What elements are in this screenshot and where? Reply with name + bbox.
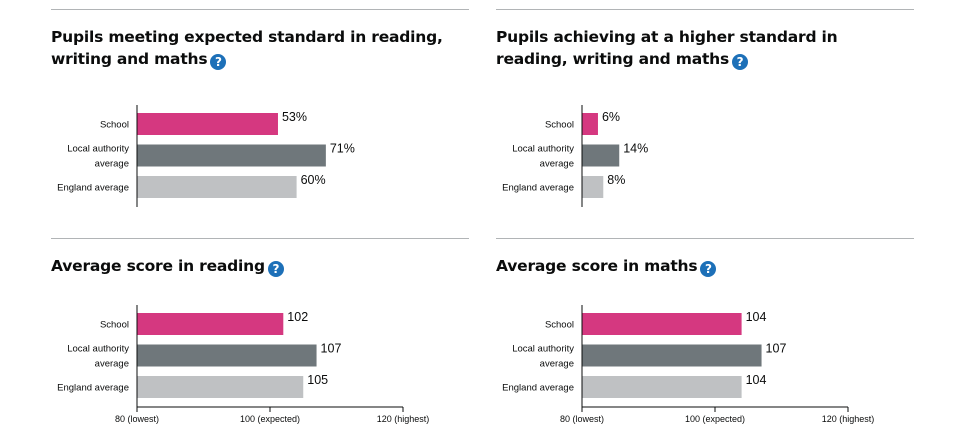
panel-expected-standard: Pupils meeting expected standard in read… bbox=[51, 9, 469, 209]
question-mark-icon[interactable]: ? bbox=[267, 261, 284, 277]
category-label-school: School bbox=[545, 120, 574, 131]
value-label-local-authority-average: 107 bbox=[321, 342, 342, 356]
panel-title: Pupils meeting expected standard in read… bbox=[51, 26, 461, 70]
x-tick-label: 100 (expected) bbox=[240, 414, 300, 424]
panel-divider bbox=[51, 9, 469, 10]
panel-title-text: Pupils meeting expected standard in read… bbox=[51, 28, 443, 68]
value-label-england-average: 105 bbox=[307, 373, 328, 387]
category-label-england-average: England average bbox=[57, 183, 129, 194]
category-label-england-average: England average bbox=[502, 383, 574, 394]
bar-school bbox=[582, 313, 742, 335]
value-label-school: 6% bbox=[602, 110, 620, 124]
bar-local-authority-average bbox=[137, 344, 317, 367]
question-mark-icon[interactable]: ? bbox=[700, 261, 717, 277]
bar-england-average bbox=[582, 176, 604, 198]
bar-chart-maths-score: School 104 Local authority average 107 Englan… bbox=[502, 305, 875, 424]
panel-title-text: Average score in maths bbox=[496, 257, 698, 275]
category-label-school: School bbox=[545, 320, 574, 331]
panel-divider bbox=[496, 238, 914, 239]
bar-school bbox=[137, 113, 278, 135]
bar-chart-expected-standard: School 53% Local authority average 71% Englan… bbox=[57, 105, 355, 207]
x-tick-label: 120 (highest) bbox=[377, 414, 430, 424]
bar-chart-reading-score: School 102 Local authority average 107 Englan… bbox=[57, 305, 430, 424]
bar-england-average bbox=[137, 376, 304, 398]
bar-school bbox=[137, 313, 284, 335]
x-tick-label: 120 (highest) bbox=[822, 414, 875, 424]
category-label-england-average: England average bbox=[502, 183, 574, 194]
panel-title: Average score in maths? bbox=[496, 255, 906, 277]
value-label-england-average: 104 bbox=[746, 373, 767, 387]
value-label-england-average: 60% bbox=[301, 173, 326, 187]
category-label-local-authority-average: Local authority average bbox=[512, 344, 574, 370]
bar-school bbox=[582, 113, 598, 135]
panel-divider bbox=[51, 238, 469, 239]
category-label-school: School bbox=[100, 320, 129, 331]
category-label-school: School bbox=[100, 120, 129, 131]
value-label-local-authority-average: 14% bbox=[623, 142, 648, 156]
panel-reading-score: Average score in reading? School 102 Local… bbox=[51, 238, 469, 433]
bar-local-authority-average bbox=[137, 144, 326, 167]
value-label-school: 53% bbox=[282, 110, 307, 124]
panel-maths-score: Average score in maths? School 104 Local a… bbox=[496, 238, 914, 433]
category-label-local-authority-average: Local authority average bbox=[67, 344, 129, 370]
bar-england-average bbox=[137, 176, 297, 198]
x-tick-label: 80 (lowest) bbox=[115, 414, 159, 424]
panel-title-text: Pupils achieving at a higher standard in… bbox=[496, 28, 838, 68]
panel-title: Pupils achieving at a higher standard in… bbox=[496, 26, 906, 70]
bar-local-authority-average bbox=[582, 344, 762, 367]
bar-local-authority-average bbox=[582, 144, 620, 167]
question-mark-icon[interactable]: ? bbox=[732, 54, 749, 70]
value-label-local-authority-average: 107 bbox=[766, 342, 787, 356]
value-label-school: 102 bbox=[287, 310, 308, 324]
x-tick-label: 80 (lowest) bbox=[560, 414, 604, 424]
panel-title-text: Average score in reading bbox=[51, 257, 265, 275]
category-label-local-authority-average: Local authority average bbox=[512, 144, 574, 170]
category-label-england-average: England average bbox=[57, 383, 129, 394]
panel-title: Average score in reading? bbox=[51, 255, 461, 277]
panel-higher-standard: Pupils achieving at a higher standard in… bbox=[496, 9, 914, 209]
value-label-england-average: 8% bbox=[607, 173, 625, 187]
bar-england-average bbox=[582, 376, 742, 398]
x-tick-label: 100 (expected) bbox=[685, 414, 745, 424]
question-mark-icon[interactable]: ? bbox=[210, 54, 227, 70]
panel-divider bbox=[496, 9, 914, 10]
value-label-local-authority-average: 71% bbox=[330, 142, 355, 156]
category-label-local-authority-average: Local authority average bbox=[67, 144, 129, 170]
value-label-school: 104 bbox=[746, 310, 767, 324]
bar-chart-higher-standard: School 6% Local authority average 14% England… bbox=[502, 105, 648, 207]
